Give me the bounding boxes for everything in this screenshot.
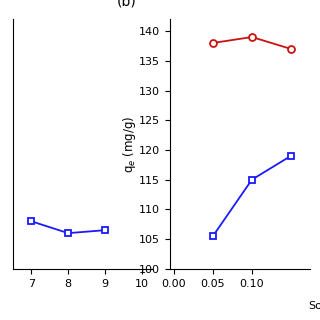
Text: (b): (b): [117, 0, 137, 8]
Y-axis label: q$_e$ (mg/g): q$_e$ (mg/g): [121, 116, 138, 172]
Text: So: So: [308, 301, 320, 311]
